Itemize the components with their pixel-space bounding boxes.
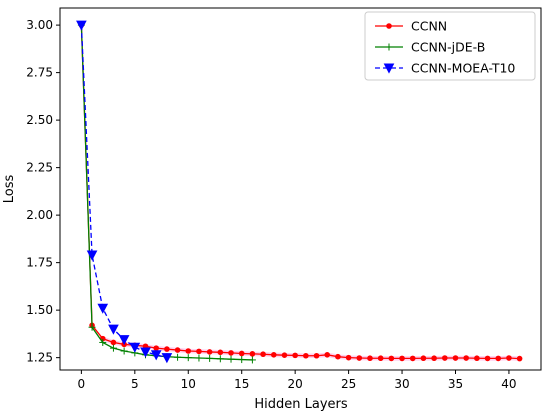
data-point-ccnn <box>484 355 491 362</box>
axes: 0 5 10 15 20 25 30 35 40 1.25 1.50 1.75 2.00 2.25 2.50… <box>26 7 542 391</box>
data-point-ccnn <box>217 349 224 356</box>
data-point-ccnn-moea-t10 <box>161 353 173 364</box>
data-point-ccnn <box>324 351 331 358</box>
data-point-ccnn-jde-b <box>109 344 117 352</box>
data-point-ccnn <box>431 355 437 362</box>
plot-frame <box>59 7 542 371</box>
x-tick-label: 20 <box>288 377 303 391</box>
data-point-ccnn <box>442 355 448 361</box>
data-point-ccnn <box>164 346 170 352</box>
data-point-ccnn <box>281 352 288 358</box>
data-point-ccnn <box>238 350 245 357</box>
data-point-ccnn <box>174 347 181 353</box>
data-point-ccnn <box>388 355 395 362</box>
y-axis-label: Loss <box>2 175 17 204</box>
data-point-ccnn <box>153 345 159 351</box>
data-point-ccnn-jde-b <box>174 353 182 361</box>
data-point-ccnn <box>367 355 373 362</box>
data-point-ccnn <box>420 355 427 362</box>
data-point-ccnn <box>463 355 469 361</box>
y-tick-label: 1.50 <box>26 303 53 317</box>
series-layer <box>76 20 523 364</box>
data-point-ccnn <box>206 349 213 355</box>
y-tick-label: 1.25 <box>26 351 53 365</box>
series-ccnn-moea-t10 <box>76 20 173 364</box>
data-point-ccnn <box>270 351 277 358</box>
data-point-ccnn-jde-b <box>227 355 235 363</box>
data-point-ccnn <box>506 355 512 361</box>
legend: CCNN CCNN-jDE-B CCNN-MOEA-T10 <box>364 11 536 81</box>
data-point-ccnn <box>313 352 320 359</box>
legend-label: CCNN <box>411 19 447 34</box>
data-point-ccnn <box>196 348 202 355</box>
data-point-ccnn <box>474 355 480 362</box>
x-tick-label: 15 <box>234 377 249 391</box>
data-point-ccnn <box>292 352 298 359</box>
y-tick-label: 2.75 <box>26 66 53 80</box>
data-point-ccnn-moea-t10 <box>118 335 130 346</box>
data-point-ccnn-moea-t10 <box>129 342 141 353</box>
data-point-ccnn <box>409 355 416 362</box>
data-point-ccnn <box>249 351 256 357</box>
data-point-ccnn-moea-t10 <box>86 250 98 261</box>
legend-entry-ccnn-moea-t10: CCNN-MOEA-T10 <box>375 61 515 76</box>
legend-entry-ccnn: CCNN <box>375 19 447 34</box>
x-tick-label: 30 <box>394 377 409 391</box>
data-point-ccnn-jde-b <box>248 356 256 364</box>
data-point-ccnn-jde-b <box>184 354 192 362</box>
data-point-ccnn-jde-b <box>99 338 107 346</box>
x-tick-label: 0 <box>78 377 86 391</box>
data-point-ccnn-moea-t10 <box>97 303 109 314</box>
data-point-ccnn-jde-b <box>206 354 214 362</box>
legend-marker-ccnn-jde-b <box>385 43 393 51</box>
x-tick-label: 25 <box>341 377 356 391</box>
data-point-ccnn <box>303 352 309 359</box>
series-line-ccnn-moea-t10 <box>80 25 168 359</box>
x-tick-label: 10 <box>181 377 196 391</box>
x-tick-label: 40 <box>501 377 516 391</box>
legend-marker-ccnn-moea-t10 <box>383 63 395 74</box>
data-point-ccnn-moea-t10 <box>140 347 151 358</box>
data-point-ccnn-moea-t10 <box>76 20 87 31</box>
legend-marker-ccnn <box>386 23 392 29</box>
y-tick-label: 3.00 <box>26 18 53 32</box>
data-point-ccnn-moea-t10 <box>108 324 119 335</box>
data-point-ccnn-jde-b <box>238 356 246 364</box>
legend-entry-ccnn-jde-b: CCNN-jDE-B <box>375 40 485 55</box>
data-point-ccnn <box>399 355 405 362</box>
data-point-ccnn <box>452 355 459 361</box>
series-line-ccnn-jde-b <box>80 25 253 361</box>
data-point-ccnn-jde-b <box>120 347 128 355</box>
data-point-ccnn-jde-b <box>88 323 96 331</box>
legend-label: CCNN-jDE-B <box>411 40 485 55</box>
data-point-ccnn <box>228 350 234 356</box>
data-point-ccnn <box>377 355 384 362</box>
y-tick-label: 2.25 <box>26 161 53 175</box>
data-point-ccnn-jde-b <box>216 355 224 363</box>
data-point-ccnn <box>356 355 363 361</box>
legend-box <box>364 11 536 81</box>
x-tick-label: 5 <box>131 377 139 391</box>
data-point-ccnn-moea-t10 <box>150 350 162 361</box>
data-point-ccnn <box>495 355 502 362</box>
data-point-ccnn <box>516 355 523 362</box>
data-point-ccnn-jde-b <box>195 354 203 362</box>
y-tick-label: 2.00 <box>26 208 53 222</box>
y-tick-label: 1.75 <box>26 256 53 270</box>
data-point-ccnn <box>335 353 341 360</box>
data-point-ccnn <box>260 351 266 358</box>
data-point-ccnn <box>185 348 192 354</box>
data-point-ccnn <box>110 339 117 346</box>
legend-label: CCNN-MOEA-T10 <box>411 61 515 76</box>
y-tick-label: 2.50 <box>26 113 53 127</box>
x-axis-label: Hidden Layers <box>254 397 348 412</box>
data-point-ccnn <box>345 354 352 361</box>
x-tick-label: 35 <box>448 377 463 391</box>
